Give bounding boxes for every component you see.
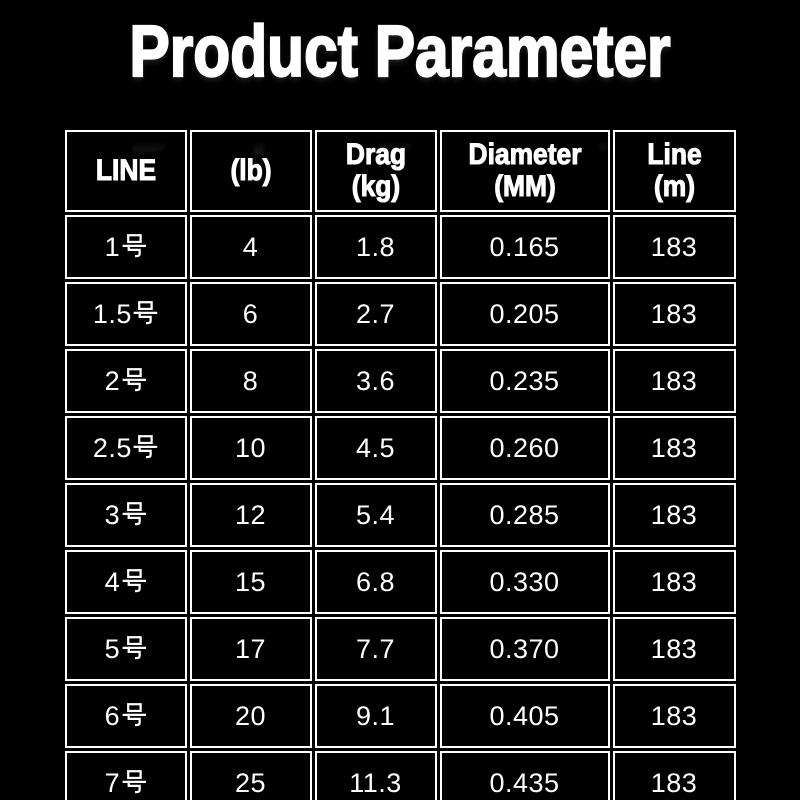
diameter-mm-cell: 0.165 bbox=[439, 215, 610, 279]
test-lb-cell: 20 bbox=[189, 684, 312, 748]
diameter-mm-cell: 0.405 bbox=[439, 684, 610, 748]
drag-kg-cell: 9.1 bbox=[314, 684, 437, 748]
drag-kg-cell: 3.6 bbox=[314, 349, 437, 413]
line-size-value: 3 bbox=[105, 500, 147, 530]
table-row: 1.5 6 2.7 0.205 183 bbox=[64, 282, 736, 346]
line-size-cell: 2.5 bbox=[64, 416, 187, 480]
cjk-hao-glyph bbox=[122, 569, 146, 593]
drag-kg-cell: 2.7 bbox=[314, 282, 437, 346]
line-size-cell: 4 bbox=[64, 550, 187, 614]
diameter-mm-cell: 0.330 bbox=[439, 550, 610, 614]
test-lb-cell: 17 bbox=[189, 617, 312, 681]
drag-kg-cell: 6.8 bbox=[314, 550, 437, 614]
header-label-diameter-unit: (MM) bbox=[493, 170, 556, 204]
length-m-cell: 183 bbox=[612, 215, 736, 279]
line-size-cell: 3 bbox=[64, 483, 187, 547]
line-size-value: 6 bbox=[105, 701, 147, 731]
drag-kg-cell: 5.4 bbox=[314, 483, 437, 547]
header-label-diameter: Diameter bbox=[468, 137, 582, 171]
table-row: 1 4 1.8 0.165 183 bbox=[64, 215, 736, 279]
diameter-mm-cell: 0.370 bbox=[439, 617, 610, 681]
header-cell-diameter: Diameter (MM) bbox=[439, 130, 610, 212]
length-m-cell: 183 bbox=[612, 416, 736, 480]
header-cell-drag: Drag (kg) bbox=[314, 130, 437, 212]
header-cell-lb: (lb) bbox=[189, 130, 312, 212]
cjk-hao-glyph bbox=[122, 770, 146, 794]
length-m-cell: 183 bbox=[612, 617, 736, 681]
table-row: 6 20 9.1 0.405 183 bbox=[64, 684, 736, 748]
header-label-drag: Drag bbox=[345, 137, 406, 171]
test-lb-cell: 10 bbox=[189, 416, 312, 480]
drag-kg-cell: 11.3 bbox=[314, 751, 437, 800]
line-size-value: 4 bbox=[105, 567, 147, 597]
diameter-mm-cell: 0.205 bbox=[439, 282, 610, 346]
test-lb-cell: 25 bbox=[189, 751, 312, 800]
table-row: 4 15 6.8 0.330 183 bbox=[64, 550, 736, 614]
line-size-cell: 7 bbox=[64, 751, 187, 800]
cjk-hao-glyph bbox=[122, 502, 146, 526]
line-size-cell: 6 bbox=[64, 684, 187, 748]
header-label-length-unit: (m) bbox=[653, 170, 695, 204]
line-size-value: 7 bbox=[105, 768, 147, 798]
header-label-line: LINE bbox=[95, 153, 156, 187]
test-lb-cell: 6 bbox=[189, 282, 312, 346]
line-size-cell: 1 bbox=[64, 215, 187, 279]
cjk-hao-glyph bbox=[133, 435, 158, 459]
title-area: Product Parameter Product Parameter bbox=[0, 0, 800, 166]
test-lb-cell: 12 bbox=[189, 483, 312, 547]
diameter-mm-cell: 0.285 bbox=[439, 483, 610, 547]
drag-kg-cell: 1.8 bbox=[314, 215, 437, 279]
cjk-hao-glyph bbox=[133, 301, 158, 325]
test-lb-cell: 8 bbox=[189, 349, 312, 413]
page-title: Product Parameter bbox=[128, 12, 671, 92]
table-row: 3 12 5.4 0.285 183 bbox=[64, 483, 736, 547]
test-lb-cell: 15 bbox=[189, 550, 312, 614]
table-header-row: LINE (lb) Drag (kg) Diameter (MM) Line bbox=[64, 130, 736, 212]
line-size-value: 5 bbox=[105, 634, 147, 664]
length-m-cell: 183 bbox=[612, 751, 736, 800]
header-cell-line: LINE bbox=[64, 130, 187, 212]
length-m-cell: 183 bbox=[612, 282, 736, 346]
line-size-cell: 2 bbox=[64, 349, 187, 413]
cjk-hao-glyph bbox=[122, 234, 146, 258]
header-label-drag-unit: (kg) bbox=[351, 170, 400, 204]
diameter-mm-cell: 0.260 bbox=[439, 416, 610, 480]
line-size-cell: 5 bbox=[64, 617, 187, 681]
header-label-length: Line bbox=[646, 137, 702, 171]
cjk-hao-glyph bbox=[122, 368, 146, 392]
length-m-cell: 183 bbox=[612, 483, 736, 547]
header-cell-length: Line (m) bbox=[612, 130, 736, 212]
table-row: 5 17 7.7 0.370 183 bbox=[64, 617, 736, 681]
length-m-cell: 183 bbox=[612, 684, 736, 748]
drag-kg-cell: 7.7 bbox=[314, 617, 437, 681]
table-row: 7 25 11.3 0.435 183 bbox=[64, 751, 736, 800]
cjk-hao-glyph bbox=[122, 636, 146, 660]
drag-kg-cell: 4.5 bbox=[314, 416, 437, 480]
length-m-cell: 183 bbox=[612, 550, 736, 614]
length-m-cell: 183 bbox=[612, 349, 736, 413]
cjk-hao-glyph bbox=[122, 703, 146, 727]
line-size-value: 1 bbox=[105, 232, 147, 262]
table-row: 2 8 3.6 0.235 183 bbox=[64, 349, 736, 413]
diameter-mm-cell: 0.235 bbox=[439, 349, 610, 413]
diameter-mm-cell: 0.435 bbox=[439, 751, 610, 800]
parameter-table: LINE (lb) Drag (kg) Diameter (MM) Line bbox=[62, 127, 739, 800]
line-size-value: 1.5 bbox=[93, 299, 158, 329]
line-size-value: 2.5 bbox=[93, 433, 158, 463]
line-size-value: 2 bbox=[105, 366, 147, 396]
test-lb-cell: 4 bbox=[189, 215, 312, 279]
table-row: 2.5 10 4.5 0.260 183 bbox=[64, 416, 736, 480]
header-label-lb: (lb) bbox=[229, 153, 272, 187]
line-size-cell: 1.5 bbox=[64, 282, 187, 346]
